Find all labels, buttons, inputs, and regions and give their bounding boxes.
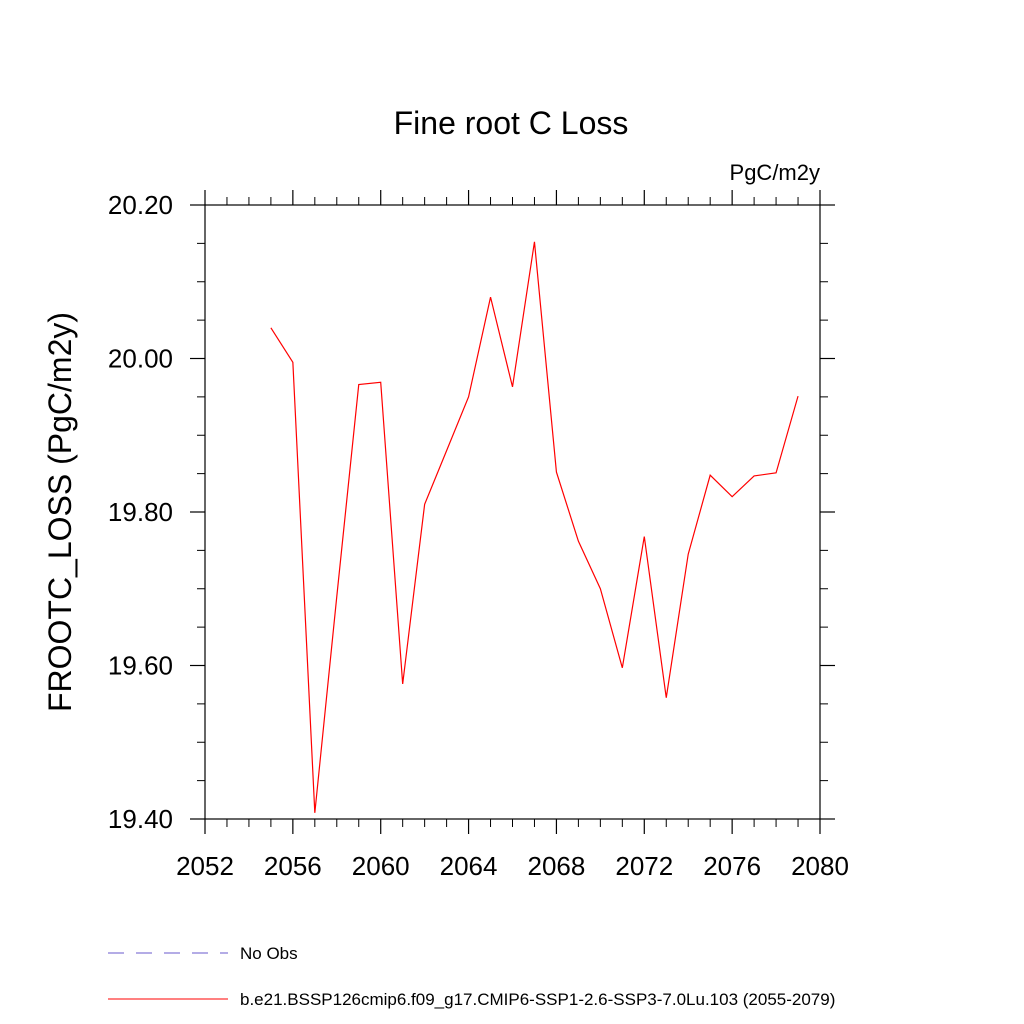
legend-label: No Obs — [240, 944, 298, 963]
x-tick-label: 2052 — [176, 851, 234, 881]
y-axis-label: FROOTC_LOSS (PgC/m2y) — [42, 312, 78, 712]
legend: No Obs b.e21.BSSP126cmip6.f09_g17.CMIP6-S… — [108, 944, 835, 1009]
x-tick-label: 2060 — [352, 851, 410, 881]
x-tick-label: 2072 — [615, 851, 673, 881]
x-tick-label: 2064 — [440, 851, 498, 881]
plot-frame — [204, 204, 821, 820]
y-tick-label: 20.20 — [108, 190, 173, 220]
y-tick-label: 20.00 — [108, 344, 173, 374]
x-tick-label: 2080 — [791, 851, 849, 881]
y-tick-label: 19.60 — [108, 651, 173, 681]
y-tick-label: 19.80 — [108, 497, 173, 527]
x-tick-label: 2056 — [264, 851, 322, 881]
legend-label: b.e21.BSSP126cmip6.f09_g17.CMIP6-SSP1-2.… — [240, 990, 835, 1009]
x-tick-label: 2068 — [528, 851, 586, 881]
series — [270, 241, 799, 813]
units-label: PgC/m2y — [730, 160, 820, 185]
ticks: 2052 2056 2060 2064 2068 2072 2076 2080 19.40 19.… — [108, 190, 849, 881]
chart-title: Fine root C Loss — [394, 105, 629, 141]
series-line — [270, 241, 799, 813]
y-tick-label: 19.40 — [108, 804, 173, 834]
x-tick-label: 2076 — [703, 851, 761, 881]
